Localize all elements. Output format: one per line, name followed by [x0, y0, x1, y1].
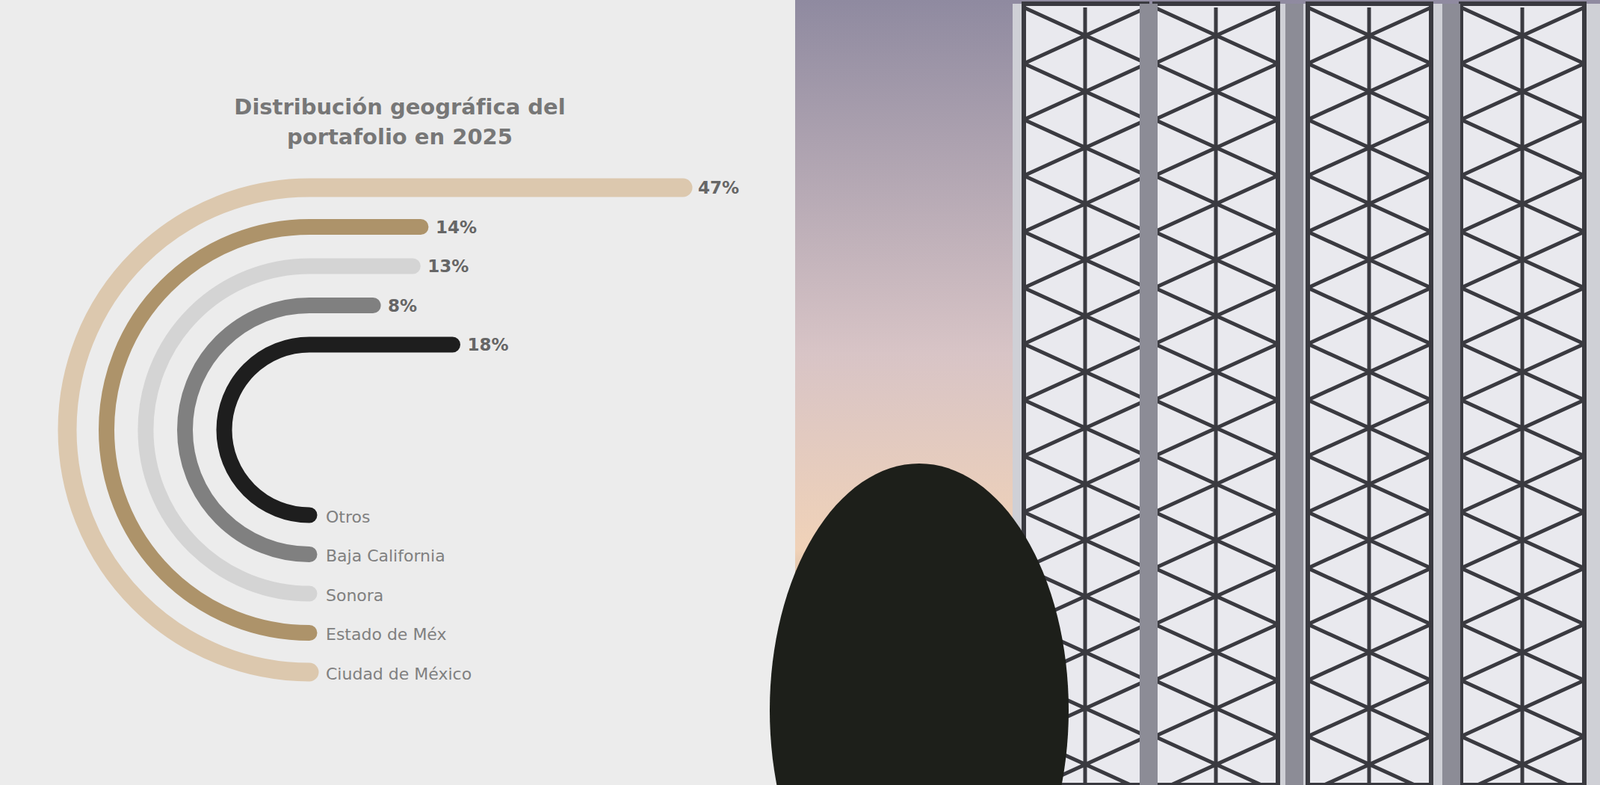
- arc-bar: [224, 344, 453, 515]
- lattice: [1460, 567, 1585, 625]
- lattice: [1460, 63, 1585, 120]
- lattice: [1307, 736, 1432, 785]
- facade-panel: [1154, 3, 1278, 785]
- lattice: [1154, 680, 1278, 737]
- lattice: [1023, 7, 1148, 64]
- lattice: [1460, 287, 1585, 344]
- lattice: [1460, 511, 1585, 568]
- lattice: [1023, 343, 1148, 400]
- category-label: Ciudad de México: [325, 664, 472, 684]
- lattice: [1307, 231, 1432, 288]
- title: Distribución geográfica delportafolio en…: [233, 94, 565, 150]
- labels: 47% Ciudad de México 14% Estado de Méx 13% So…: [325, 177, 740, 684]
- facade-panel: [1307, 3, 1432, 785]
- lattice: [1154, 399, 1278, 456]
- lattice: [1460, 7, 1585, 64]
- lattice: [1023, 399, 1148, 456]
- lattice: [1460, 175, 1585, 232]
- lattice: [1307, 680, 1432, 737]
- lattice: [1023, 511, 1148, 568]
- bars: [67, 187, 684, 672]
- lattice: [1154, 7, 1278, 64]
- lattice: [1154, 287, 1278, 344]
- lattice: [1154, 175, 1278, 232]
- lattice: [1154, 567, 1278, 625]
- lattice: [1154, 119, 1278, 176]
- category-label: Baja California: [325, 546, 446, 565]
- pillar: [1442, 3, 1461, 785]
- lattice: [1460, 343, 1585, 400]
- panel-background: [0, 0, 796, 785]
- building: [1012, 3, 1600, 785]
- data-label: 14%: [435, 217, 477, 237]
- lattice: [1154, 624, 1278, 681]
- lattice: [1023, 231, 1148, 288]
- lattice: [1154, 455, 1278, 512]
- lattice: [1023, 119, 1148, 176]
- lattice: [1460, 455, 1585, 512]
- lattice: [1460, 624, 1585, 681]
- lattice: [1307, 63, 1432, 120]
- lattice: [1154, 63, 1278, 120]
- facade-panel: [1460, 3, 1585, 785]
- data-label: 13%: [427, 256, 469, 276]
- arc-bar: [67, 187, 684, 672]
- lattice: [1307, 287, 1432, 344]
- lattice: [1460, 399, 1585, 456]
- category-label: Otros: [325, 507, 370, 527]
- lattice: [1307, 7, 1432, 64]
- lattice: [1154, 736, 1278, 785]
- lattice: [1154, 343, 1278, 400]
- pillar: [1139, 3, 1158, 785]
- lattice: [1023, 63, 1148, 120]
- pillar: [1285, 3, 1304, 785]
- lattice: [1023, 175, 1148, 232]
- lattice: [1307, 624, 1432, 681]
- trees: [769, 463, 1069, 785]
- data-label: 47%: [697, 177, 740, 198]
- lattice: [1307, 567, 1432, 625]
- data-label: 18%: [467, 334, 509, 355]
- category-label: Sonora: [325, 585, 384, 605]
- data-label: 8%: [387, 295, 418, 316]
- lattice: [1023, 287, 1148, 344]
- lattice: [1460, 119, 1585, 176]
- lattice: [1154, 231, 1278, 288]
- lattice: [1460, 736, 1585, 785]
- lattice: [1460, 680, 1585, 737]
- lattice: [1460, 231, 1585, 288]
- category-label: Estado de Méx: [325, 624, 447, 644]
- lattice: [1307, 455, 1432, 512]
- page: Distribución geográfica delportafolio en…: [0, 0, 1600, 785]
- lattice: [1307, 511, 1432, 568]
- arc-bar: [145, 266, 413, 594]
- photo-panel: [769, 0, 1600, 785]
- lattice: [1023, 455, 1148, 512]
- lattice: [1307, 119, 1432, 176]
- arc-bar: [106, 227, 421, 633]
- lattice: [1307, 399, 1432, 456]
- lattice: [1307, 343, 1432, 400]
- lattice: [1307, 175, 1432, 232]
- lattice: [1154, 511, 1278, 568]
